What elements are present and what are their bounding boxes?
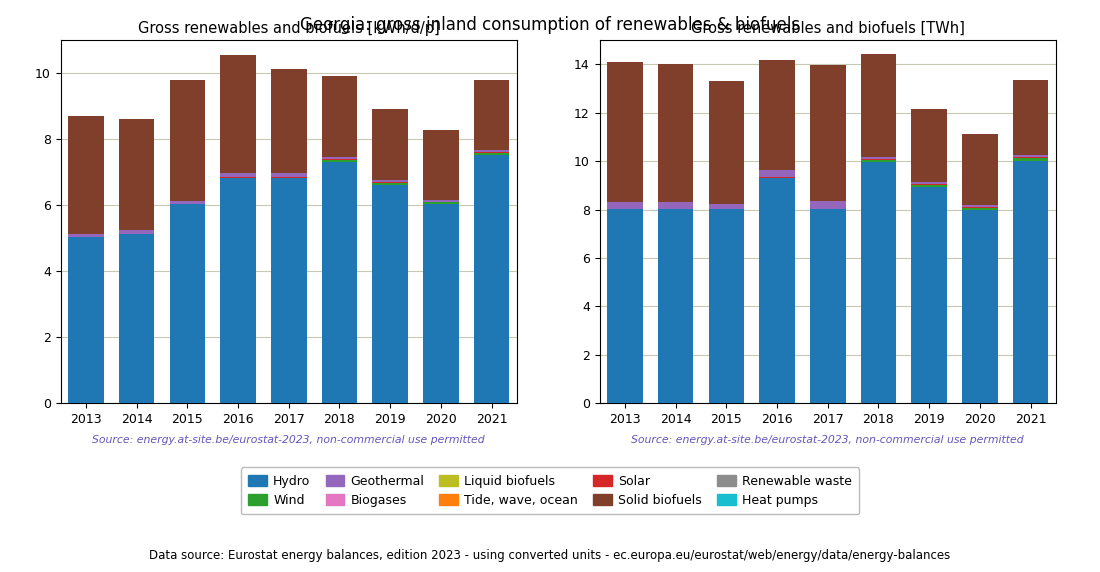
Bar: [860, 157, 896, 159]
Bar: [373, 185, 408, 403]
Bar: [271, 177, 307, 178]
Bar: [1013, 157, 1048, 158]
Bar: [860, 159, 896, 160]
Bar: [321, 161, 358, 403]
Legend: Hydro, Wind, Geothermal, Biogases, Liquid biofuels, Tide, wave, ocean, Solar, So: Hydro, Wind, Geothermal, Biogases, Liqui…: [241, 467, 859, 514]
Bar: [119, 234, 154, 403]
Bar: [271, 178, 307, 403]
Bar: [474, 155, 509, 403]
Bar: [321, 76, 358, 157]
Bar: [1013, 158, 1048, 161]
Bar: [169, 204, 205, 403]
Bar: [912, 187, 947, 403]
Title: Gross renewables and biofuels [kWh/d/p]: Gross renewables and biofuels [kWh/d/p]: [138, 21, 440, 36]
Bar: [220, 178, 256, 403]
Bar: [474, 152, 509, 153]
Bar: [474, 153, 509, 155]
Bar: [321, 157, 358, 159]
Bar: [220, 55, 256, 173]
Bar: [1013, 81, 1048, 156]
Bar: [271, 69, 307, 173]
Text: Source: energy.at-site.be/eurostat-2023, non-commercial use permitted: Source: energy.at-site.be/eurostat-2023,…: [631, 435, 1024, 444]
Bar: [607, 202, 642, 209]
Bar: [607, 62, 642, 202]
Bar: [1013, 156, 1048, 157]
Bar: [321, 160, 358, 161]
Bar: [474, 150, 509, 152]
Bar: [119, 231, 154, 234]
Bar: [658, 202, 693, 209]
Bar: [759, 60, 795, 170]
Bar: [708, 209, 744, 403]
Bar: [810, 209, 846, 403]
Bar: [474, 80, 509, 150]
Bar: [962, 205, 998, 207]
Bar: [424, 130, 459, 200]
Bar: [424, 200, 459, 201]
Bar: [271, 173, 307, 177]
Bar: [658, 64, 693, 202]
Text: Source: energy.at-site.be/eurostat-2023, non-commercial use permitted: Source: energy.at-site.be/eurostat-2023,…: [92, 435, 485, 444]
Bar: [424, 202, 459, 204]
Bar: [860, 160, 896, 162]
Bar: [424, 204, 459, 403]
Bar: [912, 182, 947, 184]
Bar: [962, 208, 998, 210]
Bar: [962, 210, 998, 403]
Bar: [708, 204, 744, 209]
Text: Data source: Eurostat energy balances, edition 2023 - using converted units - ec: Data source: Eurostat energy balances, e…: [150, 549, 950, 562]
Bar: [759, 177, 795, 403]
Bar: [912, 185, 947, 187]
Bar: [424, 201, 459, 202]
Bar: [860, 162, 896, 403]
Bar: [220, 177, 256, 178]
Bar: [373, 180, 408, 182]
Bar: [962, 207, 998, 208]
Bar: [169, 201, 205, 204]
Bar: [860, 54, 896, 157]
Bar: [810, 65, 846, 201]
Bar: [759, 170, 795, 177]
Bar: [321, 159, 358, 160]
Bar: [68, 116, 103, 233]
Bar: [708, 81, 744, 204]
Bar: [68, 233, 103, 237]
Bar: [1013, 161, 1048, 403]
Bar: [658, 209, 693, 403]
Bar: [68, 237, 103, 403]
Bar: [912, 184, 947, 185]
Bar: [220, 173, 256, 177]
Bar: [810, 201, 846, 209]
Title: Gross renewables and biofuels [TWh]: Gross renewables and biofuels [TWh]: [691, 21, 965, 36]
Bar: [373, 109, 408, 180]
Bar: [912, 109, 947, 182]
Bar: [119, 119, 154, 231]
Bar: [607, 209, 642, 403]
Bar: [962, 133, 998, 205]
Bar: [169, 80, 205, 201]
Bar: [373, 182, 408, 185]
Text: Georgia: gross inland consumption of renewables & biofuels: Georgia: gross inland consumption of ren…: [300, 16, 800, 34]
